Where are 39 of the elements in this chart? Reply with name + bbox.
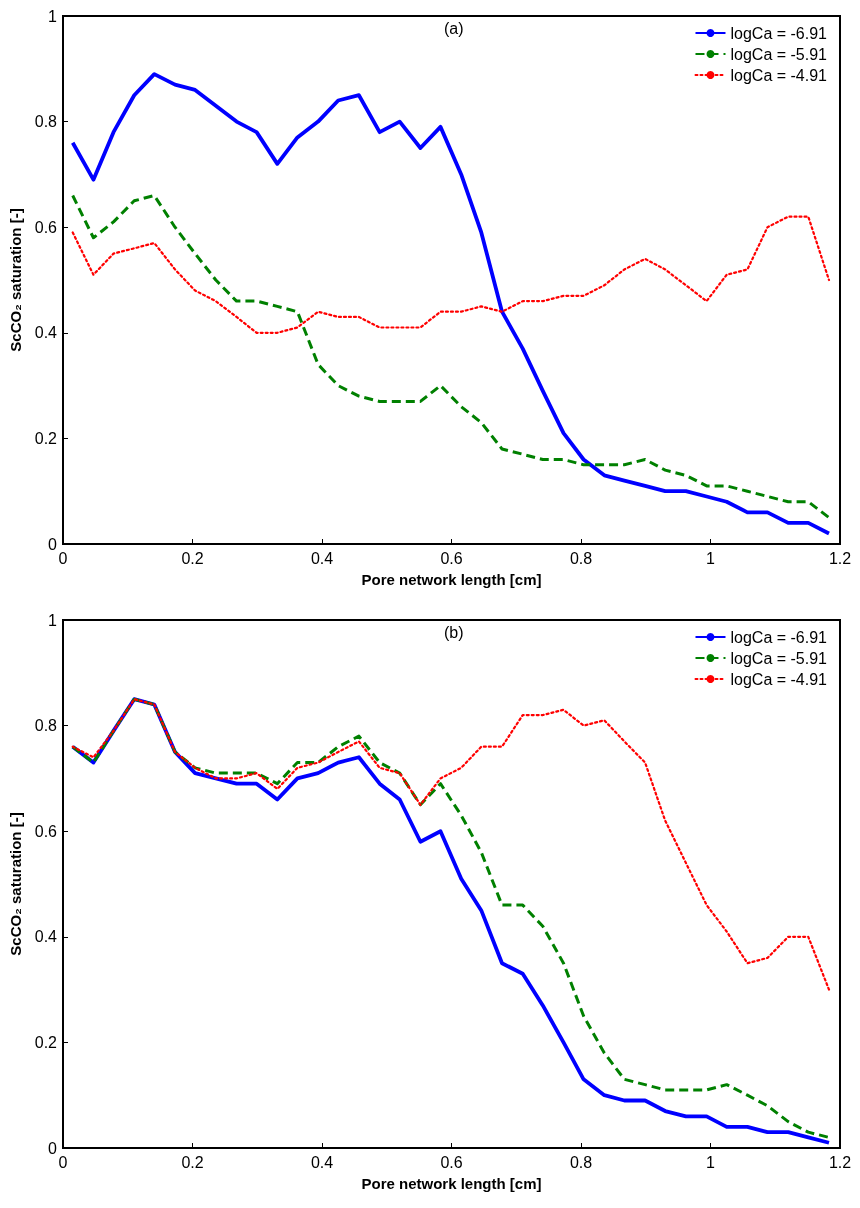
y-tick-label: 1 <box>48 7 58 25</box>
line-series <box>71 698 831 991</box>
y-axis-title: ScCO₂ saturation [-] <box>7 208 24 352</box>
y-tick-label: 0 <box>48 535 58 553</box>
y-tick-label: 0.8 <box>34 717 58 735</box>
legend-label: logCa = -6.91 <box>730 628 828 646</box>
legend-label: logCa = -4.91 <box>730 670 828 688</box>
x-tick-label: 0.2 <box>181 549 204 567</box>
legend-label: logCa = -5.91 <box>730 45 828 63</box>
x-tick-label: 0.8 <box>569 1153 593 1171</box>
x-axis-title: Pore network length [cm] <box>361 571 542 588</box>
x-tick-label: 1.2 <box>828 1153 852 1171</box>
legend-label: logCa = -6.91 <box>730 24 828 42</box>
x-tick-label: 1 <box>706 549 716 567</box>
y-tick-label: 0.6 <box>34 218 58 236</box>
legend-label: logCa = -5.91 <box>730 649 828 667</box>
y-axis-title: ScCO₂ saturation [-] <box>7 812 24 956</box>
annotation: (b) <box>444 623 464 641</box>
x-axis-title: Pore network length [cm] <box>361 1175 542 1192</box>
y-tick-label: 0.2 <box>34 429 58 447</box>
x-tick-label: 0.2 <box>181 1153 204 1171</box>
x-tick-label: 0.4 <box>310 1153 334 1171</box>
x-tick-label: 0.6 <box>440 549 463 567</box>
line-series <box>71 215 831 334</box>
line-series <box>71 194 831 520</box>
legend-label: logCa = -4.91 <box>730 66 828 84</box>
x-tick-label: 1.2 <box>828 549 852 567</box>
y-tick-label: 0.4 <box>34 324 58 342</box>
y-tick-label: 0.4 <box>34 928 58 946</box>
y-tick-label: 1 <box>48 611 58 629</box>
y-tick-label: 0.6 <box>34 822 58 840</box>
x-tick-label: 0.4 <box>310 549 334 567</box>
x-tick-label: 0.6 <box>440 1153 463 1171</box>
x-tick-label: 0.8 <box>569 549 593 567</box>
y-tick-label: 0 <box>48 1139 58 1157</box>
x-tick-label: 1 <box>706 1153 716 1171</box>
y-tick-label: 0.8 <box>34 113 58 131</box>
y-tick-label: 0.2 <box>34 1033 58 1051</box>
annotation: (a) <box>444 19 464 37</box>
